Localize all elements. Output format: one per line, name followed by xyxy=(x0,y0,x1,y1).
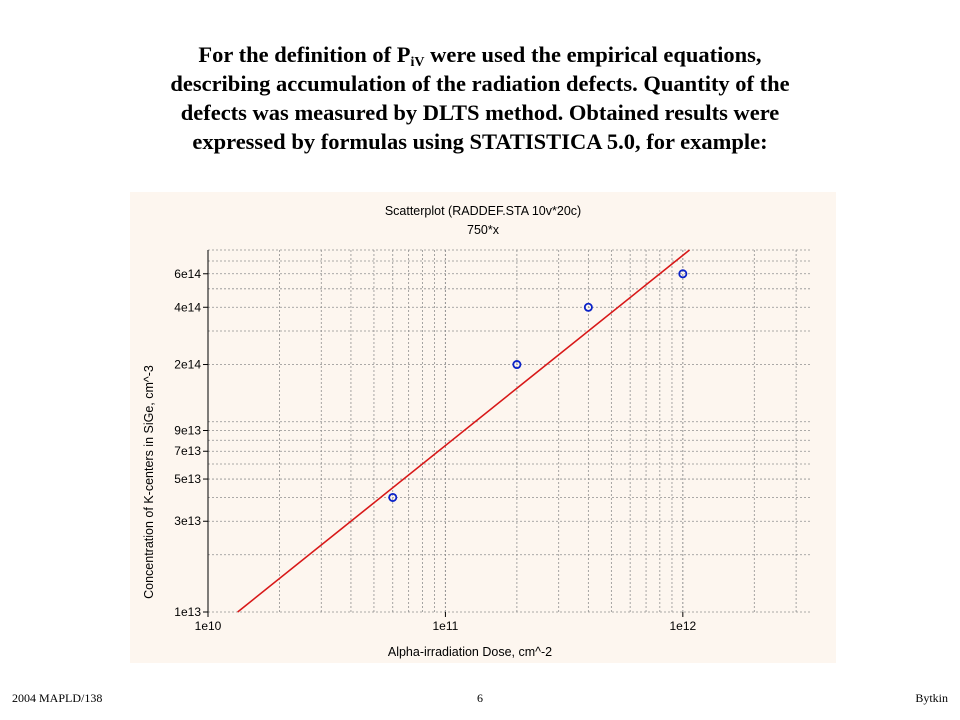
data-point xyxy=(678,269,688,279)
footer-author: Bytkin xyxy=(915,691,948,705)
y-tick-label: 5e13 xyxy=(174,472,201,486)
chart-title: Scatterplot (RADDEF.STA 10v*20c) xyxy=(385,204,581,218)
fit-line xyxy=(237,249,690,613)
data-point xyxy=(388,492,398,502)
x-tick-label: 1e11 xyxy=(433,619,459,633)
data-point xyxy=(512,360,522,370)
heading-line-2: describing accumulation of the radiation… xyxy=(170,71,790,96)
heading-line-3: defects was measured by DLTS method. Obt… xyxy=(180,100,780,125)
y-tick-label: 6e14 xyxy=(174,267,201,281)
chart-subtitle: 750*x xyxy=(467,223,500,237)
footer-page-number: 6 xyxy=(477,691,483,705)
fit-line-group xyxy=(237,249,690,613)
x-axis-label: Alpha-irradiation Dose, cm^-2 xyxy=(388,645,552,659)
slide-heading: For the definition of PiV were used the … xyxy=(60,40,900,156)
x-tick-label: 1e12 xyxy=(669,619,696,633)
footer-conference: 2004 MAPLD/138 xyxy=(12,691,103,705)
x-tick-label: 1e10 xyxy=(195,619,222,633)
y-tick-label: 1e13 xyxy=(174,605,201,619)
y-tick-label: 7e13 xyxy=(174,444,201,458)
y-tick-label: 9e13 xyxy=(174,423,201,437)
y-tick-label: 4e14 xyxy=(174,300,201,314)
y-tick-label: 3e13 xyxy=(174,514,201,528)
chart-panel xyxy=(130,192,836,663)
tick-labels: 1e10 1e11 1e12 1e13 3e13 5e13 7e13 9e13 2e14 4e14… xyxy=(174,267,696,633)
y-tick-label: 2e14 xyxy=(174,358,201,372)
heading-line-4: expressed by formulas using STATISTICA 5… xyxy=(192,129,768,154)
heading-line-1: For the definition of PiV were used the … xyxy=(198,42,762,70)
data-point xyxy=(583,302,593,312)
scatterplot-svg: Scatterplot (RADDEF.STA 10v*20c) 750*x 1… xyxy=(130,192,836,663)
y-axis-label: Concentration of K-centers in SiGe, cm^-… xyxy=(142,365,156,599)
data-points xyxy=(388,269,688,502)
scatterplot-figure: Scatterplot (RADDEF.STA 10v*20c) 750*x 1… xyxy=(130,192,836,663)
subscript-iv: iV xyxy=(410,55,425,70)
